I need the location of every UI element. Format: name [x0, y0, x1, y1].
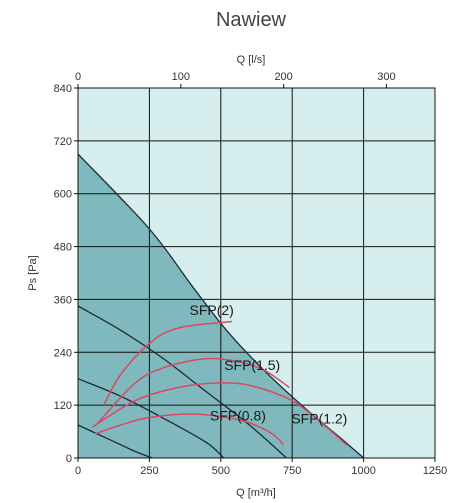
- x-tick-label: 250: [140, 465, 158, 477]
- sfp-curve: [91, 382, 347, 446]
- top-axis-label: Q [l/s]: [237, 54, 266, 66]
- sfp-curves: [91, 320, 347, 446]
- x-tick-label: 750: [283, 465, 301, 477]
- sfp-label: SFP(0.8): [210, 408, 266, 424]
- y-tick-label: 480: [54, 242, 72, 254]
- x-tick-label: 500: [212, 465, 230, 477]
- fan-curves: [77, 153, 365, 459]
- sfp-curve: [97, 357, 290, 424]
- x-tick-label: 1250: [423, 465, 447, 477]
- y-tick-label: 600: [54, 189, 72, 201]
- fan-curve: [77, 153, 365, 459]
- top-tick-label: 0: [75, 71, 81, 83]
- y-tick-label: 120: [54, 400, 72, 412]
- y-tick-label: 240: [54, 347, 72, 359]
- sfp-curve: [94, 413, 285, 446]
- x-axis-label: Q [m³/h]: [236, 487, 276, 499]
- sfp-label: SFP(2): [189, 302, 233, 318]
- x-tick-label: 1000: [351, 465, 375, 477]
- y-tick-label: 720: [54, 136, 72, 148]
- chart-title: Nawiew: [216, 9, 287, 31]
- sfp-label: SFP(1.5): [224, 357, 280, 373]
- sfp-curve: [103, 320, 233, 406]
- y-axis-label: Ps [Pa]: [27, 255, 39, 290]
- x-axis-ticks: 0 250 500 750 1000 1250: [75, 458, 447, 477]
- fan-curve: [77, 378, 225, 459]
- y-axis-ticks: 0 120 240 360 480 600 720 840: [54, 83, 78, 465]
- fan-curve: [77, 305, 287, 459]
- sfp-labels: SFP(2) SFP(1.5) SFP(1.2) SFP(0.8): [189, 302, 347, 427]
- y-tick-label: 840: [54, 83, 72, 95]
- x-tick-label: 0: [75, 465, 81, 477]
- sfp-label: SFP(1.2): [291, 411, 347, 427]
- top-axis-ticks: 0 100 200 300: [75, 71, 396, 88]
- plot-border: [77, 87, 436, 459]
- top-tick-label: 200: [274, 71, 292, 83]
- y-tick-label: 360: [54, 294, 72, 306]
- y-tick-label: 0: [66, 453, 72, 465]
- top-tick-label: 100: [172, 71, 190, 83]
- top-tick-label: 300: [377, 71, 395, 83]
- fan-curve: [77, 424, 153, 459]
